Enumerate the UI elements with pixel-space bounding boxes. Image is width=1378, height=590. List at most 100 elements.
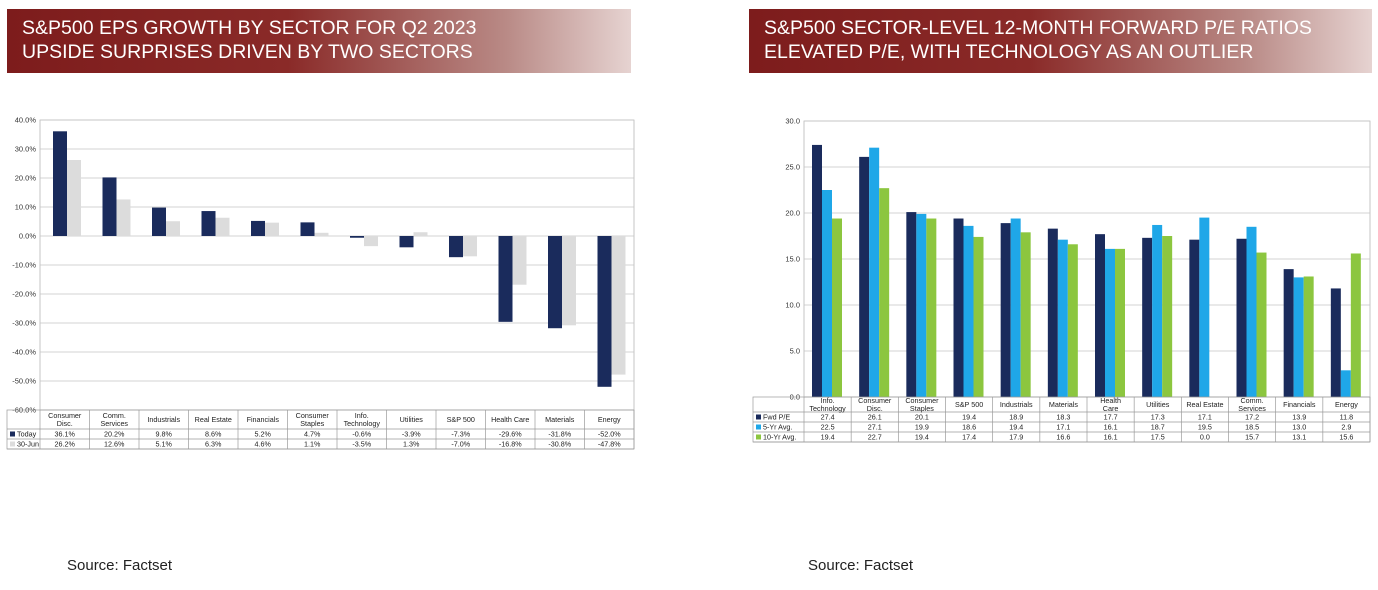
eps-data-value: -7.3% bbox=[451, 430, 470, 439]
pe-legend-label: 10-Yr Avg. bbox=[763, 433, 796, 442]
pe-data-value: 17.1 bbox=[1056, 423, 1070, 432]
eps-legend-key bbox=[10, 441, 15, 447]
pe-data-value: 13.0 bbox=[1292, 423, 1306, 432]
left-chart-title-banner: S&P500 EPS GROWTH BY SECTOR FOR Q2 2023 … bbox=[7, 9, 631, 73]
pe-data-value: 18.9 bbox=[1009, 413, 1023, 422]
eps-data-value: 5.1% bbox=[156, 440, 173, 449]
pe-legend-label: Fwd P/E bbox=[763, 413, 790, 422]
left-chart-subtitle: UPSIDE SURPRISES DRIVEN BY TWO SECTORS bbox=[22, 41, 473, 63]
pe-data-value: 19.4 bbox=[821, 433, 835, 442]
pe-data-value: 13.9 bbox=[1292, 413, 1306, 422]
eps-data-value: -3.5% bbox=[352, 440, 371, 449]
pe-data-value: 2.9 bbox=[1341, 423, 1351, 432]
pe-bar-fwd-p-e bbox=[1236, 238, 1247, 397]
eps-category-label: Consumer bbox=[296, 411, 330, 420]
eps-bar-today bbox=[597, 236, 612, 387]
pe-data-value: 16.1 bbox=[1104, 433, 1118, 442]
eps-bar-today bbox=[498, 236, 513, 322]
eps-bar-30-jun bbox=[364, 236, 378, 247]
pe-bar-5-yr-avg- bbox=[916, 213, 927, 397]
pe-data-value: 18.3 bbox=[1056, 413, 1070, 422]
eps-bar-30-jun bbox=[67, 160, 81, 236]
pe-data-value: 0.0 bbox=[1200, 433, 1210, 442]
eps-category-label: S&P 500 bbox=[447, 415, 475, 424]
pe-bar-fwd-p-e bbox=[1283, 269, 1294, 397]
pe-bar-fwd-p-e bbox=[1095, 234, 1105, 397]
pe-data-value: 22.7 bbox=[868, 433, 882, 442]
eps-growth-chart: -60.0%-50.0%-40.0%-30.0%-20.0%-10.0%0.0%… bbox=[6, 116, 635, 450]
pe-category-label: Disc. bbox=[867, 404, 883, 413]
pe-data-value: 19.4 bbox=[915, 433, 929, 442]
eps-category-label: Health Care bbox=[491, 415, 529, 424]
eps-data-value: 36.1% bbox=[55, 430, 76, 439]
pe-bar-10-yr-avg- bbox=[1115, 248, 1125, 397]
eps-legend-label: Today bbox=[17, 430, 37, 439]
pe-data-value: 18.5 bbox=[1245, 423, 1259, 432]
eps-bar-30-jun bbox=[116, 199, 131, 236]
eps-bar-30-jun bbox=[215, 217, 230, 236]
forward-pe-chart: 0.0 5.0 10.0 15.0 20.0 25.0 30.0 Info.Technolog… bbox=[752, 117, 1371, 443]
eps-y-tick-label: 20.0% bbox=[15, 174, 37, 183]
eps-y-tick-label: -30.0% bbox=[12, 319, 36, 328]
pe-data-value: 19.4 bbox=[1009, 423, 1023, 432]
pe-category-label: Comm. bbox=[1240, 396, 1263, 405]
pe-y-tick-label: 30.0 bbox=[785, 117, 800, 126]
eps-bar-30-jun bbox=[562, 236, 576, 326]
pe-bar-5-yr-avg- bbox=[1340, 370, 1351, 397]
pe-category-label: Utilities bbox=[1146, 400, 1170, 409]
eps-y-tick-label: -50.0% bbox=[12, 377, 36, 386]
pe-bar-5-yr-avg- bbox=[1152, 224, 1163, 397]
pe-bar-5-yr-avg- bbox=[1199, 217, 1210, 397]
pe-category-label: Industrials bbox=[1000, 400, 1033, 409]
pe-bar-fwd-p-e bbox=[1330, 288, 1341, 397]
pe-data-value: 18.6 bbox=[962, 423, 976, 432]
eps-category-label: Utilities bbox=[400, 415, 424, 424]
pe-data-value: 15.7 bbox=[1245, 433, 1259, 442]
eps-category-label: Energy bbox=[598, 415, 621, 424]
pe-y-tick-label: 10.0 bbox=[785, 301, 800, 310]
right-chart-subtitle: ELEVATED P/E, WITH TECHNOLOGY AS AN OUTL… bbox=[764, 41, 1254, 63]
eps-data-value: -7.0% bbox=[451, 440, 470, 449]
pe-category-label: S&P 500 bbox=[955, 400, 983, 409]
pe-data-value: 15.6 bbox=[1339, 433, 1353, 442]
eps-bar-30-jun bbox=[611, 236, 626, 375]
pe-data-value: 17.9 bbox=[1009, 433, 1023, 442]
pe-y-tick-label: 20.0 bbox=[785, 209, 800, 218]
eps-bar-today bbox=[102, 177, 117, 236]
pe-legend-key bbox=[756, 424, 761, 430]
eps-y-tick-label: 0.0% bbox=[19, 232, 36, 241]
pe-data-value: 27.4 bbox=[821, 413, 835, 422]
eps-data-value: -29.6% bbox=[499, 430, 522, 439]
pe-category-label: Health bbox=[1100, 396, 1121, 405]
pe-bar-10-yr-avg- bbox=[1303, 276, 1314, 397]
pe-data-value: 13.1 bbox=[1292, 433, 1306, 442]
pe-data-value: 19.9 bbox=[915, 423, 929, 432]
eps-bar-today bbox=[152, 207, 166, 236]
pe-data-value: 17.5 bbox=[1151, 433, 1165, 442]
eps-bar-30-jun bbox=[413, 232, 428, 236]
eps-data-value: 4.6% bbox=[255, 440, 272, 449]
pe-bar-5-yr-avg- bbox=[869, 147, 880, 397]
pe-data-value: 16.6 bbox=[1056, 433, 1070, 442]
right-chart-title: S&P500 SECTOR-LEVEL 12-MONTH FORWARD P/E… bbox=[764, 17, 1312, 39]
eps-bar-today bbox=[201, 211, 216, 236]
eps-bar-today bbox=[251, 220, 265, 236]
pe-data-value: 17.3 bbox=[1151, 413, 1165, 422]
eps-data-value: 1.3% bbox=[403, 440, 420, 449]
eps-bar-30-jun bbox=[314, 232, 329, 236]
pe-legend-label: 5-Yr Avg. bbox=[763, 423, 792, 432]
eps-legend-label: 30-Jun bbox=[17, 440, 39, 449]
pe-bar-fwd-p-e bbox=[1000, 223, 1011, 397]
eps-bar-today bbox=[548, 236, 562, 329]
left-chart-title: S&P500 EPS GROWTH BY SECTOR FOR Q2 2023 bbox=[22, 17, 477, 39]
eps-category-label: Real Estate bbox=[195, 415, 232, 424]
pe-bar-fwd-p-e bbox=[1189, 239, 1200, 397]
eps-data-value: 20.2% bbox=[104, 430, 125, 439]
pe-bar-fwd-p-e bbox=[1047, 228, 1058, 397]
pe-bar-10-yr-avg- bbox=[1020, 232, 1031, 397]
eps-bar-30-jun bbox=[265, 222, 279, 236]
pe-category-label: Financials bbox=[1283, 400, 1316, 409]
pe-bar-5-yr-avg- bbox=[1246, 226, 1257, 397]
eps-y-tick-label: 40.0% bbox=[15, 116, 37, 125]
right-source-note: Source: Factset bbox=[808, 557, 914, 574]
